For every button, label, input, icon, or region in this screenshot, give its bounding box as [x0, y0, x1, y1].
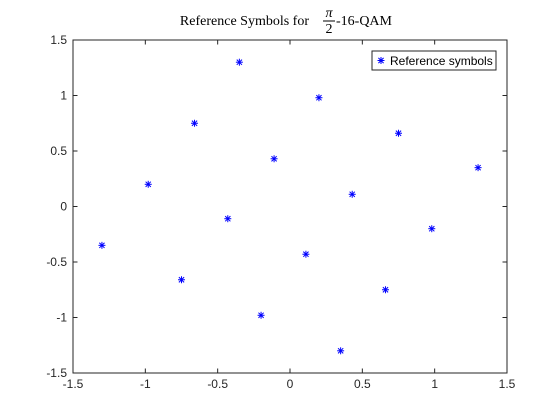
plot-area: [73, 40, 507, 373]
y-tick-label: 1.5: [50, 33, 67, 47]
data-point-marker: [428, 225, 436, 233]
title-prefix: Reference Symbols for: [180, 14, 309, 29]
plot-frame: [72, 39, 508, 374]
title-suffix: -16-QAM: [336, 14, 393, 29]
data-point-marker: [178, 276, 185, 284]
legend[interactable]: Reference symbols: [371, 50, 497, 71]
x-tick-label: -1: [140, 377, 151, 391]
data-point-marker: [315, 94, 323, 102]
y-tick-label: -1.5: [46, 366, 67, 380]
data-point-marker: [474, 164, 482, 172]
data-point-marker: [302, 250, 310, 258]
y-tick-label: 0.5: [50, 144, 67, 158]
data-point-marker: [224, 215, 232, 223]
x-tick-label: 1.5: [499, 377, 516, 391]
title-fraction-denominator: 2: [326, 22, 333, 37]
title-fraction-numerator: π: [325, 6, 333, 21]
x-tick-label: -1.5: [63, 377, 84, 391]
chart-title: Reference Symbols for π 2 -16-QAM: [180, 6, 393, 37]
x-tick-label: 1: [431, 377, 438, 391]
data-point-marker: [395, 129, 402, 137]
data-point-marker: [144, 180, 152, 188]
data-point-marker: [348, 190, 356, 198]
data-point-marker: [257, 311, 265, 319]
data-point-marker: [381, 286, 389, 294]
legend-asterisk-icon: [377, 57, 385, 64]
legend-label: Reference symbols: [390, 54, 493, 68]
y-tick-label: 0: [60, 200, 67, 214]
data-point-marker: [98, 241, 106, 249]
data-markers: [98, 58, 482, 355]
data-point-marker: [270, 155, 278, 163]
legend-box: [371, 50, 497, 71]
legend-marker-glyph: [377, 57, 385, 64]
data-point-marker: [191, 119, 199, 127]
data-point-marker: [337, 347, 345, 355]
x-tick-label: 0: [287, 377, 294, 391]
x-tick-label: -0.5: [207, 377, 228, 391]
y-tick-label: 1: [60, 89, 67, 103]
axis-tick-labels: -1.5 -1 -0.5 0 0.5 1 1.5 -1.5 -1 -0.5 0 0.5 1 1.5: [46, 33, 515, 391]
y-tick-label: -0.5: [46, 255, 67, 269]
x-tick-label: 0.5: [354, 377, 371, 391]
y-tick-label: -1: [56, 311, 67, 325]
data-point-marker: [235, 58, 243, 66]
